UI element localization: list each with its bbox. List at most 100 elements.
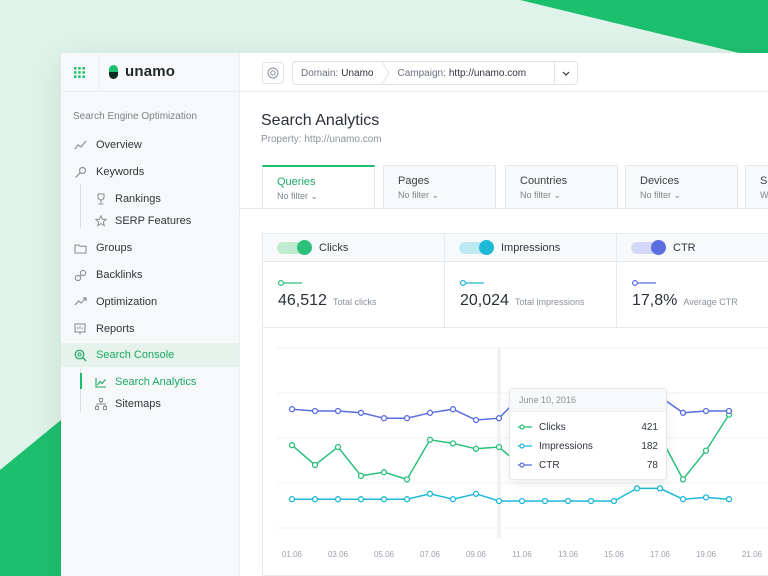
data-point-impressions[interactable] (564, 497, 572, 505)
data-point-ctr[interactable] (334, 407, 342, 415)
x-tick-label: 13.06 (558, 550, 579, 559)
data-point-impressions[interactable] (472, 490, 480, 497)
page-title: Search Analytics (261, 112, 380, 129)
data-point-ctr[interactable] (449, 406, 457, 413)
data-point-ctr[interactable] (725, 407, 733, 415)
sidebar-item-backlinks[interactable]: Backlinks (61, 263, 239, 287)
data-point-clicks[interactable] (495, 443, 503, 451)
chevron-down-icon[interactable] (554, 62, 577, 84)
domain-selector[interactable]: Domain: Unamo (293, 62, 382, 84)
data-point-impressions[interactable] (679, 496, 687, 503)
tab-filter[interactable]: No filter ⌄ (640, 190, 682, 200)
tab-more[interactable]: S W (745, 165, 768, 209)
toggle-switch[interactable] (631, 239, 666, 255)
data-point-clicks[interactable] (357, 472, 365, 479)
data-point-ctr[interactable] (679, 409, 687, 416)
data-point-clicks[interactable] (311, 461, 319, 469)
tab-filter[interactable]: No filter ⌄ (277, 191, 319, 201)
metric-caption: Average CTR (683, 297, 738, 307)
sidebar-item-search-analytics[interactable]: Search Analytics (95, 372, 196, 392)
data-point-ctr[interactable] (495, 415, 503, 422)
sidebar-item-label: Sitemaps (115, 398, 161, 410)
sidebar-item-serp-features[interactable]: SERP Features (95, 211, 191, 231)
data-point-clicks[interactable] (403, 476, 411, 483)
data-point-clicks[interactable] (472, 445, 480, 452)
tab-pages[interactable]: Pages No filter ⌄ (383, 165, 496, 209)
sidebar-item-optimization[interactable]: Optimization (61, 290, 239, 314)
tooltip-value: 78 (646, 459, 658, 471)
metric-toggle-impressions[interactable]: Impressions (445, 234, 617, 262)
tooltip-value: 182 (641, 440, 658, 452)
tab-devices[interactable]: Devices No filter ⌄ (625, 165, 738, 209)
data-point-impressions[interactable] (610, 497, 618, 505)
chevron-down-icon: ⌄ (673, 190, 682, 200)
data-point-impressions[interactable] (403, 496, 411, 503)
data-point-impressions[interactable] (702, 494, 710, 501)
data-point-ctr[interactable] (472, 416, 480, 424)
data-point-ctr[interactable] (357, 409, 365, 416)
data-point-impressions[interactable] (288, 496, 296, 503)
x-tick-label: 03.06 (328, 550, 349, 559)
metric-toggle-ctr[interactable]: CTR (617, 234, 768, 262)
tab-filter[interactable]: No filter ⌄ (398, 190, 440, 200)
data-point-impressions[interactable] (518, 497, 526, 505)
active-indicator (80, 373, 82, 389)
help-icon[interactable] (262, 62, 284, 84)
data-point-impressions[interactable] (541, 497, 549, 505)
data-point-impressions[interactable] (380, 496, 388, 503)
brand-logo[interactable]: unamo (109, 63, 175, 80)
campaign-selector[interactable]: Campaign: http://unamo.com (390, 62, 535, 84)
data-point-ctr[interactable] (288, 406, 296, 413)
data-point-clicks[interactable] (288, 442, 296, 449)
tab-countries[interactable]: Countries No filter ⌄ (505, 165, 618, 209)
sidebar-item-search-console[interactable]: Search Console (61, 343, 239, 367)
data-point-clicks[interactable] (702, 447, 710, 454)
data-point-impressions[interactable] (495, 497, 503, 505)
ctr-legend-icon (632, 280, 656, 286)
data-point-ctr[interactable] (702, 407, 710, 415)
sidebar-item-groups[interactable]: Groups (61, 236, 239, 260)
data-point-clicks[interactable] (334, 443, 342, 451)
metric-toggle-clicks[interactable]: Clicks (263, 234, 445, 262)
toggle-switch[interactable] (459, 239, 494, 255)
data-point-impressions[interactable] (357, 496, 365, 503)
campaign-label: Campaign: (397, 67, 446, 79)
data-point-impressions[interactable] (633, 485, 641, 492)
data-point-impressions[interactable] (426, 490, 434, 497)
data-point-impressions[interactable] (449, 496, 457, 503)
chevron-down-icon: ⌄ (553, 190, 562, 200)
sidebar-item-rankings[interactable]: Rankings (95, 189, 161, 209)
tab-label: Queries (277, 176, 316, 188)
metric-card-impressions: 20,024 Total impressions (445, 262, 617, 328)
data-point-clicks[interactable] (679, 476, 687, 483)
sidebar-item-sitemaps[interactable]: Sitemaps (95, 394, 161, 414)
data-point-impressions[interactable] (311, 496, 319, 503)
sidebar-item-overview[interactable]: Overview (61, 133, 239, 157)
toggle-switch[interactable] (277, 239, 312, 255)
data-point-clicks[interactable] (426, 436, 434, 443)
x-tick-label: 05.06 (374, 550, 395, 559)
data-point-impressions[interactable] (334, 496, 342, 503)
x-tick-label: 01.06 (282, 550, 303, 559)
tab-queries[interactable]: Queries No filter ⌄ (262, 165, 375, 209)
data-point-impressions[interactable] (725, 496, 733, 503)
topbar: Domain: Unamo Campaign: http://unamo.com (239, 53, 768, 92)
data-point-ctr[interactable] (380, 415, 388, 422)
data-point-clicks[interactable] (449, 440, 457, 447)
analytics-panel: Clicks Impressions CTR 46,512 Total click… (262, 233, 768, 576)
sidebar-item-reports[interactable]: Reports (61, 317, 239, 341)
data-point-clicks[interactable] (380, 469, 388, 476)
data-point-impressions[interactable] (587, 497, 595, 505)
chevron-down-icon: ⌄ (431, 190, 440, 200)
tooltip-label: CTR (539, 459, 560, 471)
data-point-ctr[interactable] (403, 415, 411, 422)
sidebar-item-keywords[interactable]: Keywords (61, 160, 239, 184)
data-point-ctr[interactable] (426, 409, 434, 416)
tab-filter[interactable]: No filter ⌄ (520, 190, 562, 200)
apps-grid-icon[interactable] (61, 53, 99, 91)
data-point-impressions[interactable] (656, 485, 664, 492)
link-icon (73, 268, 87, 282)
sidebar-item-label: Groups (96, 242, 133, 254)
data-point-ctr[interactable] (311, 407, 319, 415)
